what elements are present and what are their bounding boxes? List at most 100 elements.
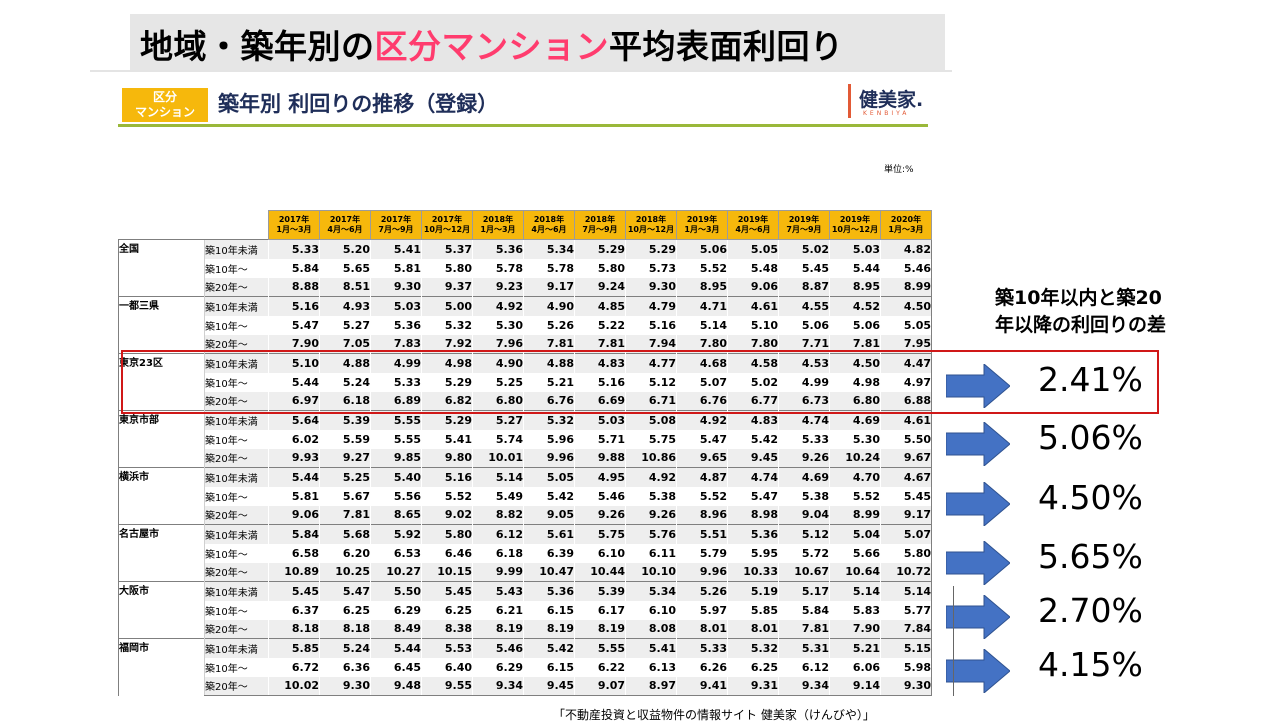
yield-cell: 6.97 (268, 391, 320, 411)
column-quarter: 1月～3月 (276, 225, 312, 234)
yield-cell: 5.52 (421, 486, 473, 506)
yield-cell: 4.90 (472, 353, 524, 373)
region-label: 一都三県 (118, 296, 205, 354)
table-row: 築20年～ 10.89 10.25 10.27 10.15 9.99 10.47 10.44 1… (119, 562, 932, 582)
yield-cell: 9.17 (880, 505, 932, 525)
yield-cell: 6.11 (625, 543, 677, 563)
yield-cell: 4.53 (778, 353, 830, 373)
yield-cell: 5.55 (574, 638, 626, 658)
yield-cell: 6.25 (319, 600, 371, 620)
column-year: 2019年 (686, 215, 718, 224)
title-prefix: 地域・築年別の (140, 27, 375, 66)
yield-cell: 5.81 (370, 258, 422, 278)
yield-cell: 9.30 (880, 676, 932, 696)
yield-cell: 6.12 (778, 657, 830, 677)
yield-cell: 5.61 (523, 524, 575, 544)
region-label: 横浜市 (118, 467, 205, 525)
yield-cell: 8.87 (778, 277, 830, 297)
age-label: 築20年～ (204, 448, 269, 468)
yield-cell: 9.99 (472, 562, 524, 582)
yield-cell: 4.97 (880, 372, 932, 392)
yield-cell: 5.14 (676, 315, 728, 335)
yield-cell: 4.88 (523, 353, 575, 373)
source-footer: 「不動産投資と収益物件の情報サイト 健美家（けんびや）」 (553, 708, 875, 722)
yield-cell: 9.65 (676, 448, 728, 468)
region-label: 大阪市 (118, 581, 205, 639)
right-arrow-icon (946, 649, 1010, 693)
yield-cell: 5.36 (727, 524, 779, 544)
yield-cell: 6.53 (370, 543, 422, 563)
yield-cell: 5.41 (421, 429, 473, 449)
yield-cell: 6.58 (268, 543, 320, 563)
yield-cell: 6.13 (625, 657, 677, 677)
table-row: 築10年～ 5.81 5.67 5.56 5.52 5.49 5.42 5.46 5.38 5.5… (119, 486, 932, 506)
table-row: 築10年～ 5.44 5.24 5.33 5.29 5.25 5.21 5.16 5.12 5.0… (119, 372, 932, 392)
column-quarter: 1月～3月 (480, 225, 516, 234)
yield-cell: 5.46 (574, 486, 626, 506)
yield-cell: 5.96 (523, 429, 575, 449)
yield-cell: 4.93 (319, 296, 371, 316)
yield-cell: 8.51 (319, 277, 371, 297)
yield-cell: 5.12 (778, 524, 830, 544)
column-year: 2018年 (533, 215, 565, 224)
age-label: 築20年～ (204, 277, 269, 297)
yield-cell: 9.48 (370, 676, 422, 696)
yield-cell: 4.70 (829, 467, 881, 487)
table-row: 築10年～ 6.58 6.20 6.53 6.46 6.18 6.39 6.10 6.11 5.7… (119, 543, 932, 563)
yield-cell: 10.64 (829, 562, 881, 582)
yield-cell: 5.34 (523, 239, 575, 259)
yield-cell: 8.01 (727, 619, 779, 639)
yield-cell: 5.05 (727, 239, 779, 259)
age-label: 築10年未満 (204, 581, 269, 601)
yield-cell: 5.16 (574, 372, 626, 392)
yield-cell: 5.50 (370, 581, 422, 601)
yield-cell: 5.29 (574, 239, 626, 259)
yield-cell: 5.36 (370, 315, 422, 335)
age-label: 築10年未満 (204, 410, 269, 430)
yield-cell: 5.20 (319, 239, 371, 259)
yield-cell: 10.89 (268, 562, 320, 582)
yield-cell: 6.76 (523, 391, 575, 411)
yield-cell: 5.47 (727, 486, 779, 506)
yield-cell: 4.67 (880, 467, 932, 487)
unit-label: 単位:% (884, 165, 914, 175)
yield-cell: 4.92 (676, 410, 728, 430)
yield-cell: 6.89 (370, 391, 422, 411)
yield-cell: 5.29 (421, 372, 473, 392)
column-header: 2018年 7月～9月 (574, 210, 626, 240)
yield-cell: 8.99 (829, 505, 881, 525)
yield-cell: 5.30 (829, 429, 881, 449)
yield-cell: 4.98 (829, 372, 881, 392)
yield-cell: 5.52 (829, 486, 881, 506)
yield-cell: 7.81 (829, 334, 881, 354)
yield-cell: 7.90 (829, 619, 881, 639)
title-divider (90, 70, 952, 72)
yield-cell: 9.30 (370, 277, 422, 297)
yield-cell: 5.04 (829, 524, 881, 544)
yield-cell: 5.45 (268, 581, 320, 601)
yield-cell: 5.27 (319, 315, 371, 335)
yield-cell: 4.95 (574, 467, 626, 487)
table-row: 築20年～ 6.97 6.18 6.89 6.82 6.80 6.76 6.69 6.71 6.7… (119, 391, 932, 411)
yield-cell: 5.02 (778, 239, 830, 259)
yield-cell: 6.82 (421, 391, 473, 411)
yield-cell: 5.92 (370, 524, 422, 544)
yield-cell: 5.95 (727, 543, 779, 563)
yield-cell: 6.02 (268, 429, 320, 449)
yield-cell: 6.15 (523, 657, 575, 677)
yield-cell: 9.06 (268, 505, 320, 525)
yield-cell: 6.45 (370, 657, 422, 677)
yield-cell: 7.81 (319, 505, 371, 525)
yield-cell: 5.03 (574, 410, 626, 430)
yield-cell: 9.05 (523, 505, 575, 525)
yield-cell: 7.80 (676, 334, 728, 354)
yield-cell: 5.73 (625, 258, 677, 278)
yield-cell: 8.49 (370, 619, 422, 639)
yield-cell: 10.86 (625, 448, 677, 468)
column-header: 2020年 1月～3月 (880, 210, 932, 240)
yield-cell: 5.71 (574, 429, 626, 449)
yield-cell: 5.21 (829, 638, 881, 658)
yield-cell: 9.24 (574, 277, 626, 297)
column-year: 2018年 (482, 215, 514, 224)
yield-cell: 9.26 (574, 505, 626, 525)
